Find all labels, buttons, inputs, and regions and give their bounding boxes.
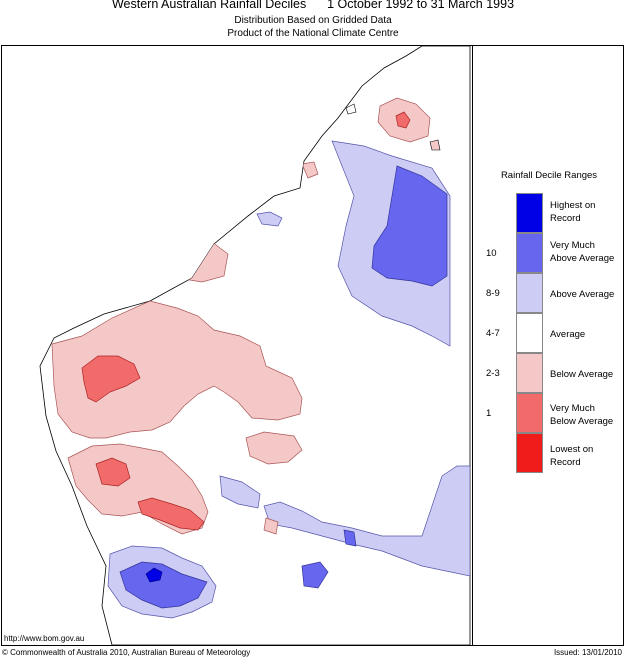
legend-range-2-3: 2-3	[486, 368, 500, 379]
very-much-above-southwest	[119, 561, 208, 609]
legend-divider	[472, 45, 473, 646]
above-average-carnarvon	[71, 263, 107, 299]
issued-date: Issued: 13/01/2010	[553, 648, 622, 657]
legend-label-lowest: Lowest on Record	[550, 444, 594, 468]
island	[345, 103, 357, 115]
legend-label-highest: Highest on Record	[550, 200, 596, 224]
legend-swatch-lowest	[516, 433, 543, 473]
map-frame	[1, 45, 624, 646]
island	[429, 139, 441, 151]
legend-label-above: Above Average	[550, 289, 615, 300]
legend-label-very-much-below: Very Much Below Average	[550, 403, 614, 427]
legend-label-average: Average	[550, 329, 586, 340]
above-average-south-east-small	[343, 529, 357, 547]
legend-range-4-7: 4-7	[486, 328, 500, 339]
rainfall-decile-map	[39, 46, 471, 645]
above-average-west-pilbara-patch	[256, 211, 283, 227]
legend-range-1: 1	[486, 408, 492, 419]
legend-swatch-above	[516, 273, 543, 313]
very-much-below-midwest-north	[95, 457, 131, 487]
legend-label-below: Below Average	[550, 369, 614, 380]
source-url: http://www.bom.gov.au	[4, 634, 85, 643]
map-subtitle-product: Product of the National Climate Centre	[227, 28, 399, 39]
legend-title: Rainfall Decile Ranges	[500, 170, 598, 181]
legend-swatch-below	[516, 353, 543, 393]
above-average-central-south	[219, 475, 261, 509]
legend-swatch-average	[516, 313, 543, 353]
legend-swatch-very-much-below	[516, 393, 543, 433]
legend-range-10: 10	[486, 248, 497, 259]
highest-on-record-southwest	[145, 567, 163, 583]
below-average-gascoyne	[51, 300, 303, 439]
legend-label-very-much-above: Very Much Above Average	[550, 240, 615, 264]
below-average-pilbara-coast	[149, 233, 229, 283]
legend-swatch-highest	[516, 193, 543, 233]
very-much-below-midwest-south	[137, 497, 205, 531]
below-average-goldfields	[245, 431, 303, 465]
below-average-south-patch	[263, 517, 279, 535]
very-much-below-gascoyne	[81, 355, 141, 403]
above-average-southeast-band	[263, 465, 470, 577]
very-much-above-kimberley	[371, 165, 448, 287]
map-title: Western Australian Rainfall Deciles 1 Oc…	[111, 0, 515, 11]
copyright-notice: © Commonwealth of Australia 2010, Austra…	[2, 648, 251, 657]
map-subtitle-data-basis: Distribution Based on Gridded Data	[234, 15, 392, 26]
above-average-esperance	[301, 561, 329, 589]
below-average-small-north	[301, 161, 319, 179]
very-much-below-kimberley	[395, 111, 411, 129]
legend-range-8-9: 8-9	[486, 288, 500, 299]
legend-swatch-very-much-above	[516, 233, 543, 273]
